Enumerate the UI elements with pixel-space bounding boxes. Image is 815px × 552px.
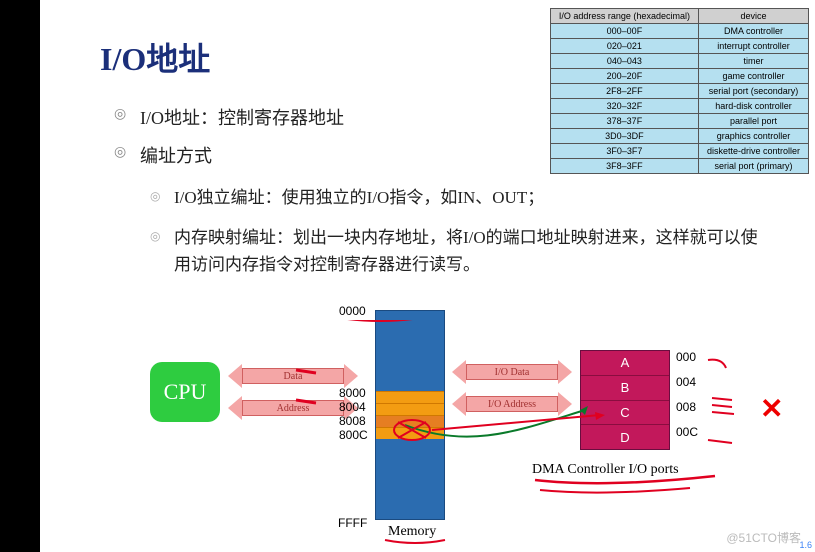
subbullet-memory-mapped: 内存映射编址：划出一块内存地址，将I/O的端口地址映射进来，这样就可以使用访问内… xyxy=(174,224,774,278)
table-row: 3F0–3F7diskette-drive controller xyxy=(550,144,808,159)
memory-block xyxy=(375,310,445,520)
subbullet-isolated-io: I/O独立编址：使用独立的I/O指令，如IN、OUT； xyxy=(174,184,734,211)
annotation-x-mark: ✕ xyxy=(760,392,783,425)
table-row: 2F8–2FFserial port (secondary) xyxy=(550,84,808,99)
table-row: 3F8–3FFserial port (primary) xyxy=(550,159,808,174)
cpu-block: CPU xyxy=(150,362,220,422)
arrow-iodata-label: I/O Data xyxy=(495,367,530,378)
table-row: 378–37Fparallel port xyxy=(550,114,808,129)
dma-cell-c: C xyxy=(581,401,669,426)
table-row: 020–021interrupt controller xyxy=(550,39,808,54)
arrow-ioaddr: I/O Address xyxy=(452,392,572,416)
bullet-addressing: 编址方式 xyxy=(140,142,212,168)
dma-port-00c: 00C xyxy=(676,425,698,439)
mem-addr-8000: 8000 xyxy=(339,386,366,400)
dma-port-000: 000 xyxy=(676,350,696,364)
page-number: 1.6 xyxy=(799,540,812,550)
dma-cell-b: B xyxy=(581,376,669,401)
dma-port-008: 008 xyxy=(676,400,696,414)
io-address-table: I/O address range (hexadecimal)device 00… xyxy=(550,8,809,174)
dma-caption: DMA Controller I/O ports xyxy=(532,462,679,478)
dma-port-004: 004 xyxy=(676,375,696,389)
arrow-ioaddr-label: I/O Address xyxy=(488,399,536,410)
memory-caption: Memory xyxy=(388,524,436,540)
table-row: 040–043timer xyxy=(550,54,808,69)
diagram: CPU Data Address I/O Data I/O Address 00… xyxy=(40,320,815,552)
arrow-data: Data xyxy=(228,364,358,388)
mem-addr-bottom: FFFF xyxy=(338,516,367,530)
bullet-io-address: I/O地址：控制寄存器地址 xyxy=(140,104,344,130)
iotable-header: device xyxy=(698,9,808,24)
dma-cell-d: D xyxy=(581,425,669,449)
mem-addr-800c: 800C xyxy=(339,428,368,442)
table-row: 000–00FDMA controller xyxy=(550,24,808,39)
watermark: @51CTO博客 xyxy=(726,529,801,546)
dma-block: A B C D xyxy=(580,350,670,450)
iotable-header: I/O address range (hexadecimal) xyxy=(550,9,698,24)
table-row: 320–32Fhard-disk controller xyxy=(550,99,808,114)
page-title: I/O地址 xyxy=(100,34,210,80)
mem-addr-8004: 8004 xyxy=(339,400,366,414)
arrow-data-label: Data xyxy=(284,371,303,382)
mem-addr-top: 0000 xyxy=(339,304,366,318)
mem-addr-8008: 8008 xyxy=(339,414,366,428)
table-row: 200–20Fgame controller xyxy=(550,69,808,84)
arrow-address-label: Address xyxy=(277,403,310,414)
slide: I/O地址 I/O address range (hexadecimal)dev… xyxy=(40,0,815,552)
arrow-iodata: I/O Data xyxy=(452,360,572,384)
table-row: 3D0–3DFgraphics controller xyxy=(550,129,808,144)
dma-cell-a: A xyxy=(581,351,669,376)
